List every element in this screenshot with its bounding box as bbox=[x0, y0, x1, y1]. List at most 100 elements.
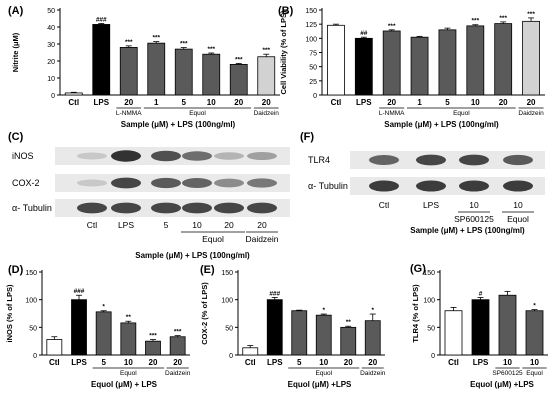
bar bbox=[257, 56, 276, 96]
x-tick-label: 10 bbox=[530, 358, 539, 367]
x-tick-label: Ctl bbox=[68, 98, 79, 107]
y-tick-label: 10 bbox=[47, 76, 55, 83]
blot-f: (F) TLR4 α- Tubulin Ctl LPS 10 10 SP600125 Equol… bbox=[300, 131, 545, 235]
bar bbox=[438, 29, 457, 96]
blot-band bbox=[151, 150, 181, 162]
lane-label: LPS bbox=[423, 200, 439, 210]
lane-label: 20 bbox=[224, 220, 234, 230]
group-label: Equol bbox=[507, 214, 529, 224]
x-axis-label: Sample (μM) + LPS (100ng/ml) bbox=[410, 226, 525, 235]
group-label: SP600125 bbox=[454, 214, 494, 224]
significance-mark: *** bbox=[235, 56, 243, 63]
y-tick-label: 50 bbox=[225, 325, 233, 332]
x-tick-label: 5 bbox=[297, 358, 302, 367]
significance-mark: ### bbox=[74, 288, 85, 295]
bar bbox=[327, 24, 345, 96]
bar bbox=[340, 326, 357, 356]
group-label: SP600125 bbox=[492, 370, 523, 377]
blot-band bbox=[182, 151, 212, 161]
bar bbox=[169, 336, 186, 356]
x-tick-label: LPS bbox=[356, 98, 372, 107]
x-tick-label: 20 bbox=[124, 98, 133, 107]
x-axis-label: Equol (μM) + LPS bbox=[91, 380, 158, 389]
blot-strip bbox=[350, 151, 545, 169]
significance-mark: # bbox=[479, 290, 483, 297]
y-axis-label: Cell Viability (% of LPS) bbox=[279, 10, 288, 95]
bar bbox=[466, 25, 485, 96]
panel-label: (B) bbox=[278, 5, 294, 17]
bar bbox=[522, 20, 540, 96]
blot-band bbox=[151, 202, 181, 214]
x-tick-label: Ctl bbox=[448, 358, 459, 367]
blot-band bbox=[214, 178, 244, 188]
panel-label: (C) bbox=[8, 131, 24, 143]
blot-band bbox=[416, 154, 446, 166]
group-label: L-NMMA bbox=[379, 110, 405, 117]
significance-mark: * bbox=[371, 307, 374, 314]
blot-band bbox=[416, 180, 446, 192]
x-tick-label: 20 bbox=[173, 358, 182, 367]
blot-row-label: α- Tubulin bbox=[12, 203, 52, 213]
bar bbox=[242, 347, 259, 356]
x-axis-label: Equol (μM) +LPS bbox=[288, 380, 352, 389]
y-tick-label: 40 bbox=[47, 25, 55, 32]
blot-band bbox=[369, 155, 399, 165]
panel-label: (G) bbox=[410, 263, 426, 275]
blot-band bbox=[77, 202, 107, 214]
group-label: Daidzein bbox=[518, 110, 544, 117]
x-tick-label: 1 bbox=[417, 98, 422, 107]
y-tick-label: 0 bbox=[431, 353, 435, 360]
bar bbox=[145, 340, 161, 356]
bar bbox=[354, 37, 373, 96]
significance-mark: *** bbox=[125, 39, 133, 46]
y-axis-label: Nitrite (μM) bbox=[11, 32, 20, 72]
bar bbox=[147, 42, 166, 96]
significance-mark: *** bbox=[152, 35, 160, 42]
blot-band bbox=[459, 154, 489, 166]
x-tick-label: LPS bbox=[267, 358, 283, 367]
x-tick-label: 5 bbox=[101, 358, 106, 367]
x-tick-label: LPS bbox=[71, 358, 87, 367]
y-tick-label: 50 bbox=[29, 325, 37, 332]
bar bbox=[382, 30, 401, 96]
blot-band bbox=[77, 179, 107, 187]
x-tick-label: 10 bbox=[207, 98, 216, 107]
lane-label: 10 bbox=[469, 200, 479, 210]
x-tick-label: LPS bbox=[93, 98, 109, 107]
y-tick-label: 50 bbox=[47, 8, 55, 15]
significance-mark: ## bbox=[360, 30, 368, 37]
blot-band bbox=[111, 177, 141, 189]
blot-band bbox=[214, 152, 244, 160]
x-axis-label: Sample (μM) + LPS (100ng/ml) bbox=[121, 120, 236, 129]
bar bbox=[95, 311, 112, 356]
lane-label: Ctl bbox=[379, 200, 390, 210]
significance-mark: *** bbox=[388, 23, 396, 30]
x-tick-label: 20 bbox=[262, 98, 271, 107]
x-tick-label: Ctl bbox=[49, 358, 60, 367]
bar bbox=[229, 64, 248, 96]
y-tick-label: 75 bbox=[309, 51, 317, 58]
x-tick-label: 10 bbox=[319, 358, 328, 367]
bar bbox=[498, 294, 517, 356]
blot-band bbox=[503, 154, 533, 166]
group-label: Daidzein bbox=[360, 370, 386, 377]
significance-mark: ### bbox=[269, 290, 280, 297]
panel-label: (F) bbox=[300, 131, 314, 143]
y-tick-label: 30 bbox=[47, 42, 55, 49]
x-tick-label: 5 bbox=[182, 98, 187, 107]
y-tick-label: 20 bbox=[47, 59, 55, 66]
significance-mark: * bbox=[533, 303, 536, 310]
y-tick-label: 150 bbox=[423, 270, 435, 277]
significance-mark: * bbox=[322, 307, 325, 314]
chart-a: (A) 0 10 20 30 40 50 Nitrite (μM) Ctl ### LPS *** 20… bbox=[8, 5, 280, 129]
bar bbox=[525, 310, 544, 356]
significance-mark: ** bbox=[126, 314, 132, 321]
significance-mark: *** bbox=[262, 47, 270, 54]
blot-row-label: COX-2 bbox=[12, 178, 40, 188]
blot-band bbox=[369, 180, 399, 192]
lane-label: 10 bbox=[192, 220, 202, 230]
x-tick-label: 1 bbox=[154, 98, 159, 107]
group-label: Equol bbox=[189, 110, 206, 117]
group-label: Daidzein bbox=[245, 234, 278, 244]
bar bbox=[410, 36, 429, 96]
